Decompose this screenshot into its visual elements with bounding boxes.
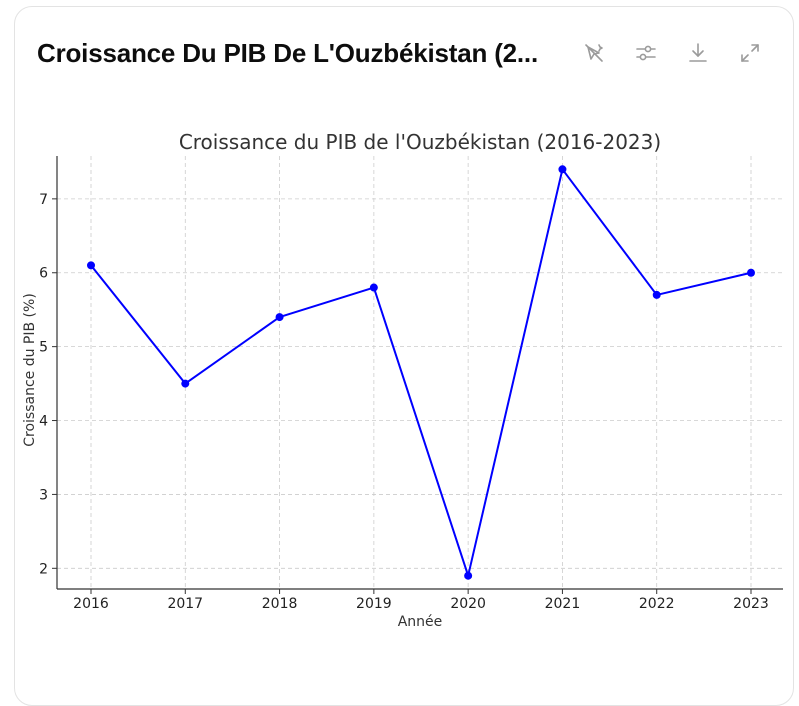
chart-title: Croissance du PIB de l'Ouzbékistan (2016… <box>179 130 661 154</box>
y-tick-label: 2 <box>39 561 48 577</box>
y-tick-label: 5 <box>39 340 48 356</box>
download-button[interactable] <box>685 40 711 66</box>
data-point <box>275 313 284 322</box>
y-tick-label: 4 <box>39 414 48 430</box>
sliders-icon <box>636 45 656 61</box>
sparkle-off-icon <box>585 44 603 62</box>
data-point <box>181 379 190 388</box>
data-point <box>558 165 567 174</box>
x-tick-label: 2019 <box>356 596 392 612</box>
x-tick-label: 2017 <box>167 596 203 612</box>
expand-button[interactable] <box>737 40 763 66</box>
chart-area: 2016 2017 2018 2019 2020 2021 2022 2023 2 3 4 5 6 7 C… <box>22 130 783 630</box>
chart-toolbar <box>581 33 763 73</box>
download-icon <box>689 43 707 62</box>
x-tick-label: 2018 <box>262 596 298 612</box>
series-line <box>90 168 752 577</box>
chart-options-button[interactable] <box>633 40 659 66</box>
x-tick-label: 2021 <box>545 596 581 612</box>
y-tick-label: 6 <box>39 266 48 282</box>
axes: 2016 2017 2018 2019 2020 2021 2022 2023 2 3 4 5 6 7 <box>39 156 783 612</box>
line-chart: 2016 2017 2018 2019 2020 2021 2022 2023 2 3 4 5 6 7 C… <box>22 130 783 630</box>
x-tick-label: 2016 <box>73 596 109 612</box>
y-tick-label: 7 <box>39 192 48 208</box>
data-point <box>652 290 661 299</box>
x-tick-label: 2020 <box>450 596 486 612</box>
card-header: Croissance Du PIB De L'Ouzbékistan (2... <box>37 33 777 73</box>
expand-icon <box>741 44 759 62</box>
x-tick-label: 2022 <box>639 596 675 612</box>
x-axis-label: Année <box>398 614 443 630</box>
grid <box>57 156 783 589</box>
series <box>87 165 755 580</box>
data-point <box>464 571 473 580</box>
data-point <box>747 268 755 277</box>
data-point <box>87 261 95 270</box>
data-point <box>369 283 378 292</box>
switch-to-interactive-button[interactable] <box>581 40 607 66</box>
y-axis-label: Croissance du PIB (%) <box>22 293 38 447</box>
y-tick-label: 3 <box>39 487 48 503</box>
x-tick-label: 2023 <box>733 596 769 612</box>
card-title: Croissance Du PIB De L'Ouzbékistan (2... <box>37 37 538 68</box>
